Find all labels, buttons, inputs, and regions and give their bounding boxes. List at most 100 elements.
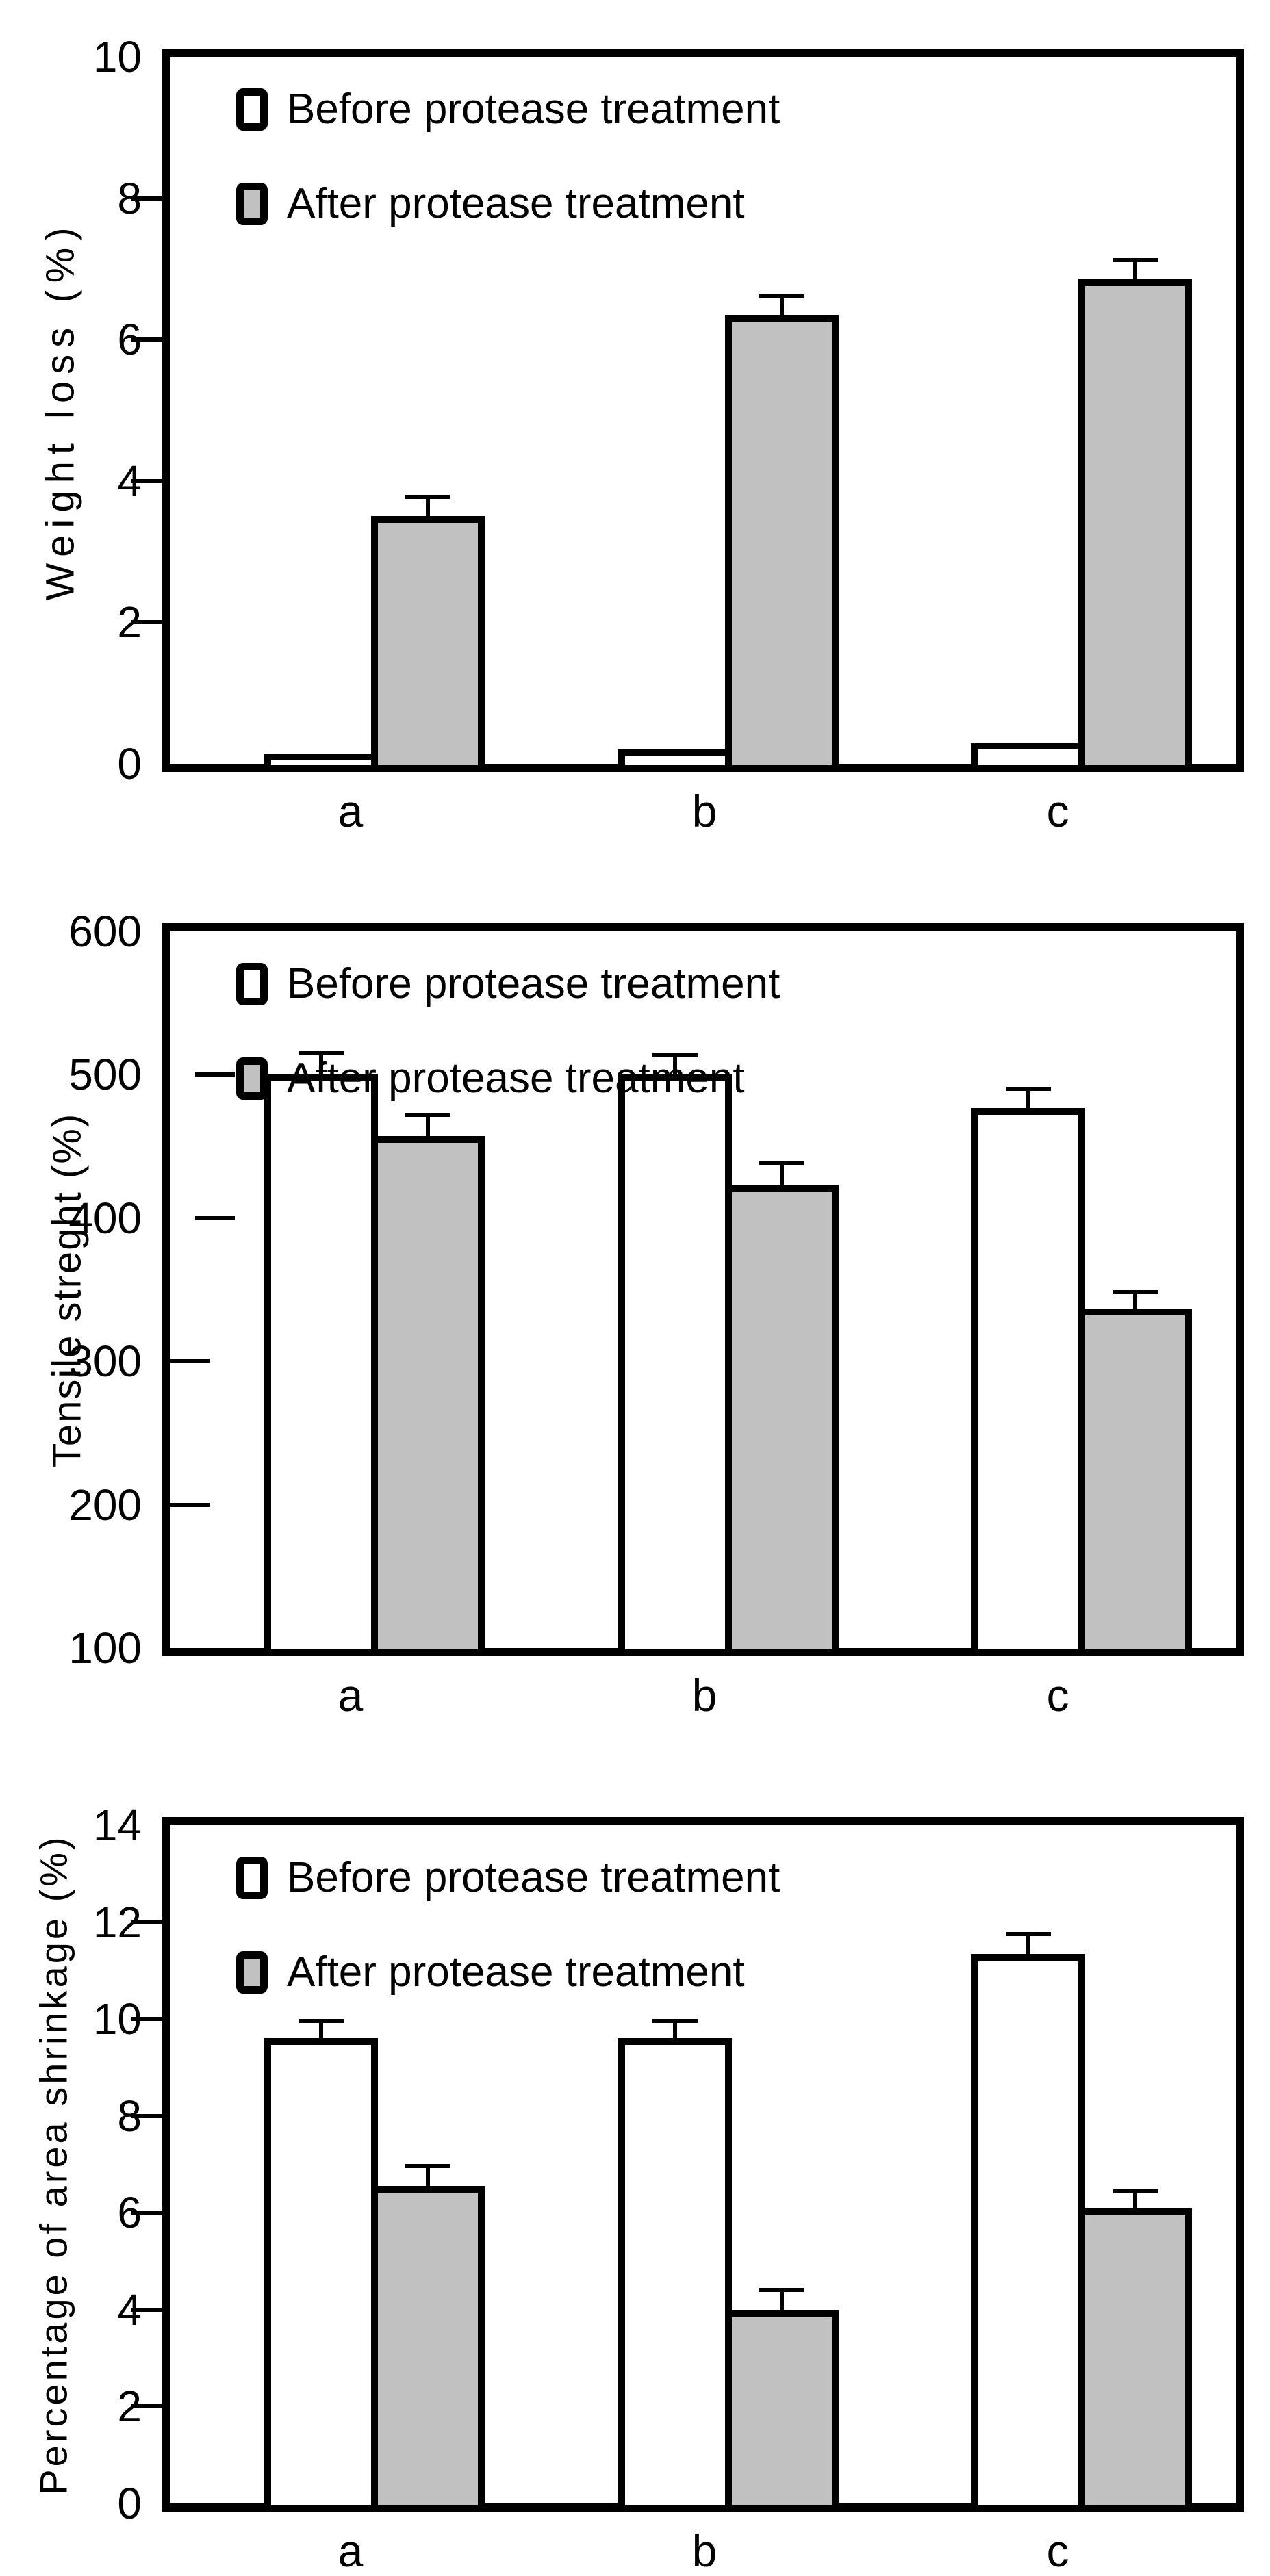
- legend-label-before: Before protease treatment: [287, 960, 780, 1007]
- error-bar-cap-after-a: [405, 495, 450, 499]
- legend-item-after: After protease treatment: [236, 1950, 780, 1995]
- legend: Before protease treatment After protease …: [236, 1855, 780, 2044]
- bar-after-b: [725, 315, 839, 772]
- legend: Before protease treatment After protease …: [236, 962, 780, 1150]
- legend-swatch-before: [236, 963, 268, 1005]
- bar-before-a: [264, 754, 378, 772]
- error-bar-before-a: [319, 1051, 323, 1074]
- error-bar-cap-after-a: [405, 2164, 450, 2168]
- error-bar-before-b: [673, 1053, 677, 1074]
- error-bar-cap-before-a: [299, 1051, 344, 1055]
- error-bar-before-a: [319, 2019, 323, 2038]
- error-bar-cap-after-b: [759, 1161, 804, 1165]
- x-category-label: a: [338, 2525, 364, 2576]
- legend-label-after: After protease treatment: [287, 180, 745, 227]
- legend: Before protease treatment After protease …: [236, 87, 780, 276]
- y-tick-label: 100: [68, 1623, 142, 1673]
- y-tick-label: 8: [117, 174, 142, 223]
- error-bar-cap-before-c: [1006, 1932, 1051, 1936]
- x-category-label: a: [338, 786, 364, 836]
- error-bar-after-a: [426, 495, 430, 516]
- legend-swatch-after: [236, 183, 268, 225]
- error-bar-cap-after-c: [1113, 2189, 1158, 2193]
- y-tick-label: 0: [117, 739, 142, 788]
- error-bar-before-c: [1026, 1087, 1030, 1108]
- plot-area: Before protease treatment After protease …: [162, 923, 1244, 1656]
- bar-after-b: [725, 1185, 839, 1656]
- error-bar-before-c: [1026, 1932, 1030, 1954]
- bar-after-c: [1078, 2208, 1192, 2512]
- legend-label-before: Before protease treatment: [287, 1854, 780, 1901]
- x-category-label: b: [691, 786, 717, 836]
- y-tick-mark: [131, 2211, 162, 2215]
- error-bar-after-b: [780, 1161, 784, 1185]
- legend-swatch-after: [236, 1951, 268, 1994]
- error-bar-after-a: [426, 1113, 430, 1136]
- bar-after-a: [371, 516, 485, 772]
- error-bar-after-c: [1133, 258, 1137, 279]
- bar-after-b: [725, 2310, 839, 2512]
- error-bar-cap-before-c: [1006, 1087, 1051, 1091]
- bar-after-a: [371, 2186, 485, 2512]
- y-tick-mark: [131, 1920, 162, 1924]
- legend-item-after: After protease treatment: [236, 1056, 780, 1101]
- legend-label-after: After protease treatment: [287, 1948, 745, 1996]
- legend-label-before: Before protease treatment: [287, 86, 780, 133]
- bar-before-c: [971, 743, 1085, 772]
- legend-label-after: After protease treatment: [287, 1055, 745, 1102]
- y-tick-mark: [131, 2114, 162, 2118]
- y-axis-label: Percentage of area shrinkage (%): [31, 1833, 75, 2495]
- error-bar-after-a: [426, 2164, 430, 2186]
- y-tick-label: 10: [92, 32, 142, 81]
- bar-after-c: [1078, 1309, 1192, 1656]
- bar-before-b: [618, 1074, 732, 1656]
- y-axis-label: Weight loss (%): [38, 220, 83, 601]
- y-tick-mark: [131, 2404, 162, 2408]
- y-tick-label: 600: [68, 907, 142, 956]
- y-tick-label: 500: [68, 1050, 142, 1099]
- y-tick-mark: [131, 2017, 162, 2021]
- bar-after-c: [1078, 279, 1192, 772]
- bar-after-a: [371, 1136, 485, 1656]
- y-tick-mark: [131, 479, 162, 483]
- y-tick-mark: [131, 2308, 162, 2312]
- bar-before-c: [971, 1108, 1085, 1656]
- y-tick-mark: [195, 1072, 235, 1077]
- legend-item-after: After protease treatment: [236, 181, 780, 227]
- legend-swatch-before: [236, 1857, 268, 1899]
- x-category-label: c: [1046, 2525, 1069, 2576]
- y-tick-mark: [195, 1216, 235, 1220]
- plot-area: Before protease treatment After protease …: [162, 49, 1244, 772]
- weight-loss-chart: Before protease treatment After protease …: [0, 0, 1270, 850]
- error-bar-cap-before-a: [299, 2019, 344, 2023]
- bar-before-a: [264, 1074, 378, 1656]
- x-category-label: b: [691, 2525, 717, 2576]
- bar-before-b: [618, 2038, 732, 2512]
- error-bar-cap-after-a: [405, 1113, 450, 1117]
- y-tick-mark: [170, 1359, 210, 1363]
- x-category-label: b: [691, 1670, 717, 1721]
- legend-item-before: Before protease treatment: [236, 1855, 780, 1901]
- error-bar-cap-after-c: [1113, 1290, 1158, 1294]
- error-bar-cap-after-b: [759, 2288, 804, 2292]
- x-category-label: c: [1046, 1670, 1069, 1721]
- y-tick-label: 400: [68, 1194, 142, 1243]
- y-tick-label: 2: [117, 597, 142, 647]
- bar-before-c: [971, 1954, 1085, 2512]
- error-bar-cap-after-c: [1113, 258, 1158, 262]
- error-bar-after-c: [1133, 1290, 1137, 1309]
- error-bar-before-b: [673, 2019, 677, 2038]
- y-tick-label: 0: [117, 2479, 142, 2528]
- x-category-label: a: [338, 1670, 364, 1721]
- legend-swatch-before: [236, 88, 268, 131]
- error-bar-cap-before-b: [652, 1053, 698, 1057]
- y-tick-label: 14: [92, 1801, 142, 1850]
- error-bar-after-c: [1133, 2189, 1137, 2208]
- y-tick-mark: [131, 196, 162, 201]
- error-bar-after-b: [780, 294, 784, 315]
- y-tick-mark: [170, 1503, 210, 1507]
- area-shrinkage-chart: Before protease treatment After protease …: [0, 1700, 1270, 2575]
- legend-item-before: Before protease treatment: [236, 87, 780, 132]
- plot-area: Before protease treatment After protease …: [162, 1817, 1244, 2512]
